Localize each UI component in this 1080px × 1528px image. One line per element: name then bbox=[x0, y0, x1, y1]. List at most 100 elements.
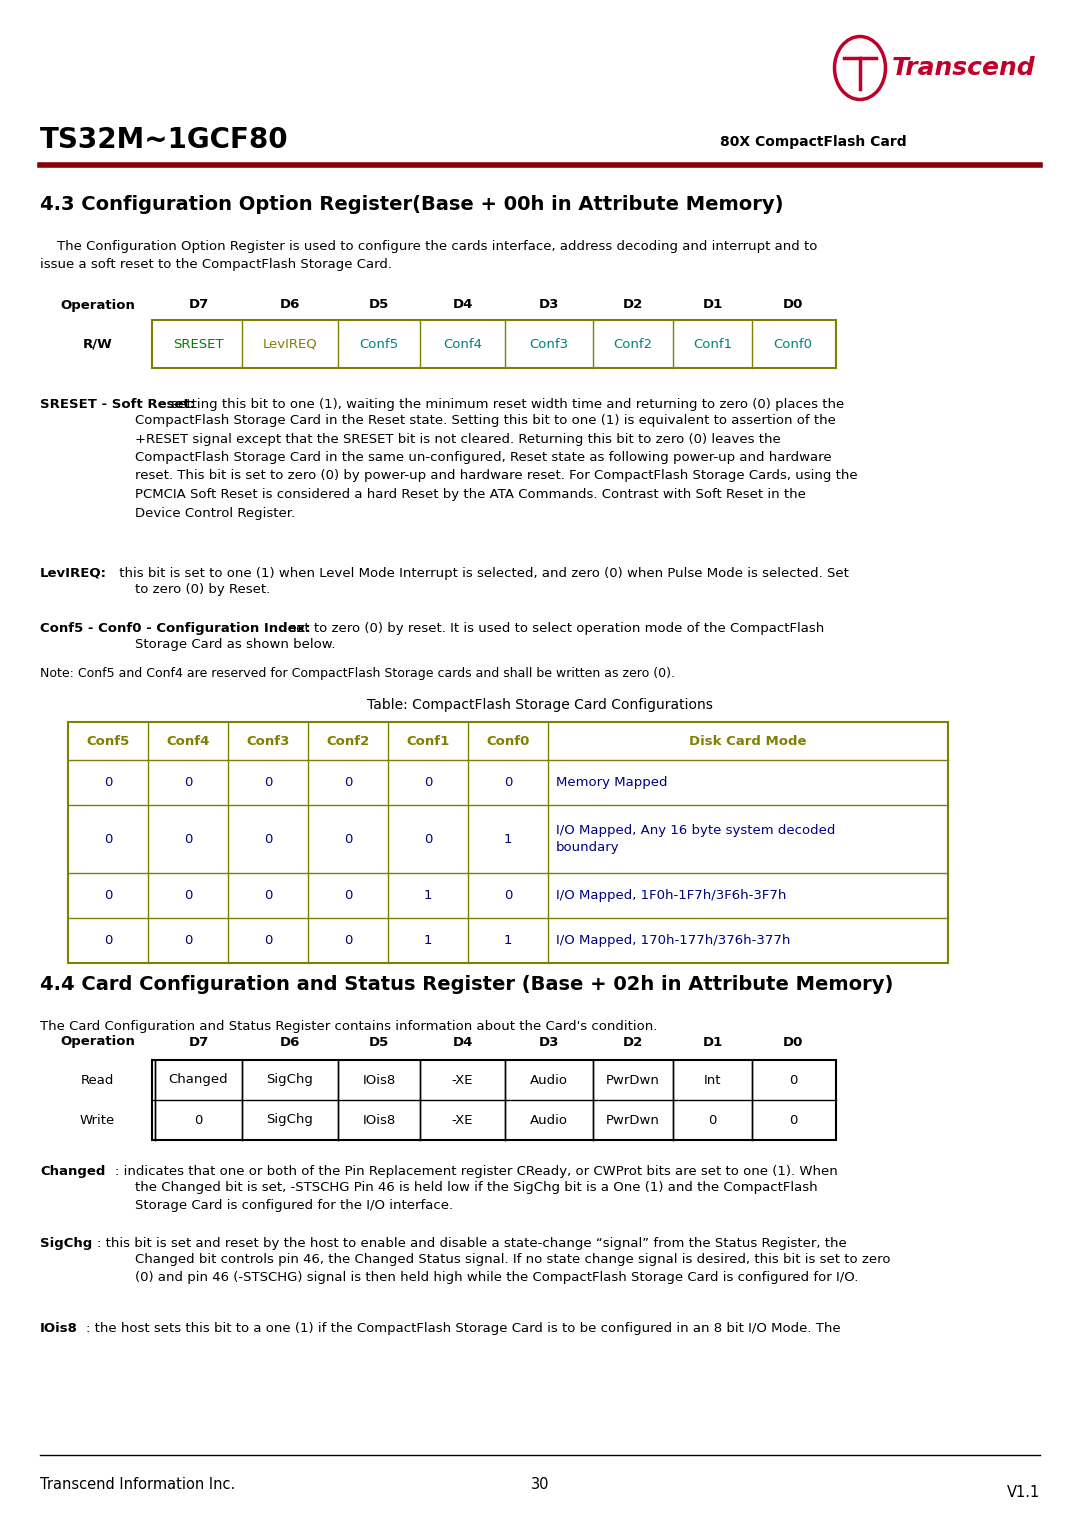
Text: CompactFlash Storage Card in the Reset state. Setting this bit to one (1) is equ: CompactFlash Storage Card in the Reset s… bbox=[135, 414, 858, 520]
Text: Conf2: Conf2 bbox=[613, 338, 652, 350]
Text: SigChg: SigChg bbox=[267, 1074, 313, 1086]
Text: LevIREQ: LevIREQ bbox=[262, 338, 318, 350]
Bar bbox=[68, 723, 948, 963]
Text: SRESET: SRESET bbox=[173, 338, 224, 350]
Text: D4: D4 bbox=[453, 298, 473, 312]
Text: The Card Configuration and Status Register contains information about the Card's: The Card Configuration and Status Regist… bbox=[40, 1021, 658, 1033]
Text: Operation: Operation bbox=[60, 298, 135, 312]
Text: Conf3: Conf3 bbox=[529, 338, 568, 350]
Text: D3: D3 bbox=[539, 1036, 559, 1048]
Text: 0: 0 bbox=[343, 776, 352, 788]
Text: Conf5 - Conf0 - Configuration Index:: Conf5 - Conf0 - Configuration Index: bbox=[40, 622, 311, 636]
Text: D3: D3 bbox=[539, 298, 559, 312]
Text: Conf5: Conf5 bbox=[86, 735, 130, 747]
Text: Conf1: Conf1 bbox=[406, 735, 449, 747]
Text: Conf0: Conf0 bbox=[773, 338, 812, 350]
Text: SRESET - Soft Reset:: SRESET - Soft Reset: bbox=[40, 397, 195, 411]
Text: : the host sets this bit to a one (1) if the CompactFlash Storage Card is to be : : the host sets this bit to a one (1) if… bbox=[86, 1322, 840, 1335]
Text: Audio: Audio bbox=[530, 1114, 568, 1126]
Text: IOis8: IOis8 bbox=[363, 1114, 395, 1126]
Text: Transcend Information Inc.: Transcend Information Inc. bbox=[40, 1478, 235, 1491]
Text: PwrDwn: PwrDwn bbox=[606, 1114, 660, 1126]
Text: Write: Write bbox=[80, 1114, 116, 1126]
Text: 4.4 Card Configuration and Status Register (Base + 02h in Attribute Memory): 4.4 Card Configuration and Status Regist… bbox=[40, 975, 893, 995]
Text: D1: D1 bbox=[702, 298, 723, 312]
Text: 0: 0 bbox=[104, 776, 112, 788]
Text: D2: D2 bbox=[623, 298, 643, 312]
Text: issue a soft reset to the CompactFlash Storage Card.: issue a soft reset to the CompactFlash S… bbox=[40, 258, 392, 270]
Text: D4: D4 bbox=[453, 1036, 473, 1048]
Text: Read: Read bbox=[81, 1074, 114, 1086]
Bar bbox=[152, 1060, 836, 1140]
Text: 0: 0 bbox=[343, 934, 352, 947]
Text: 0: 0 bbox=[104, 889, 112, 902]
Text: SigChg: SigChg bbox=[267, 1114, 313, 1126]
Text: 1: 1 bbox=[503, 934, 512, 947]
Text: Disk Card Mode: Disk Card Mode bbox=[689, 735, 807, 747]
Text: I/O Mapped, 1F0h-1F7h/3F6h-3F7h: I/O Mapped, 1F0h-1F7h/3F6h-3F7h bbox=[556, 889, 786, 902]
Text: Int: Int bbox=[704, 1074, 721, 1086]
Text: Changed bit controls pin 46, the Changed Status signal. If no state change signa: Changed bit controls pin 46, the Changed… bbox=[135, 1253, 891, 1285]
Text: Changed: Changed bbox=[40, 1164, 106, 1178]
Text: -XE: -XE bbox=[451, 1114, 473, 1126]
Text: 0: 0 bbox=[788, 1114, 797, 1126]
Text: Storage Card as shown below.: Storage Card as shown below. bbox=[135, 639, 336, 651]
Text: Audio: Audio bbox=[530, 1074, 568, 1086]
Text: D6: D6 bbox=[280, 298, 300, 312]
Text: 0: 0 bbox=[184, 934, 192, 947]
Text: 4.3 Configuration Option Register(Base + 00h in Attribute Memory): 4.3 Configuration Option Register(Base +… bbox=[40, 196, 783, 214]
Text: SigChg: SigChg bbox=[40, 1238, 92, 1250]
Text: -XE: -XE bbox=[451, 1074, 473, 1086]
Text: Conf5: Conf5 bbox=[360, 338, 399, 350]
Bar bbox=[152, 319, 836, 368]
Text: D7: D7 bbox=[188, 1036, 208, 1048]
Text: D0: D0 bbox=[783, 298, 804, 312]
Text: 1: 1 bbox=[503, 833, 512, 845]
Text: Conf2: Conf2 bbox=[326, 735, 369, 747]
Text: : indicates that one or both of the Pin Replacement register CReady, or CWProt b: : indicates that one or both of the Pin … bbox=[114, 1164, 838, 1178]
Text: 80X CompactFlash Card: 80X CompactFlash Card bbox=[720, 134, 906, 150]
Text: IOis8: IOis8 bbox=[40, 1322, 78, 1335]
Text: 30: 30 bbox=[530, 1478, 550, 1491]
Text: 0: 0 bbox=[264, 833, 272, 845]
Text: 0: 0 bbox=[104, 934, 112, 947]
Text: 0: 0 bbox=[104, 833, 112, 845]
Text: 0: 0 bbox=[184, 776, 192, 788]
Text: 1: 1 bbox=[423, 934, 432, 947]
Text: V1.1: V1.1 bbox=[1007, 1485, 1040, 1500]
Ellipse shape bbox=[835, 37, 886, 99]
Text: 1: 1 bbox=[423, 889, 432, 902]
Text: 0: 0 bbox=[184, 889, 192, 902]
Text: 0: 0 bbox=[503, 776, 512, 788]
Text: 0: 0 bbox=[423, 776, 432, 788]
Text: to zero (0) by Reset.: to zero (0) by Reset. bbox=[135, 584, 270, 596]
Text: 0: 0 bbox=[264, 934, 272, 947]
Text: 0: 0 bbox=[343, 889, 352, 902]
Text: 0: 0 bbox=[184, 833, 192, 845]
Text: Operation: Operation bbox=[60, 1036, 135, 1048]
Text: D5: D5 bbox=[369, 298, 389, 312]
Text: 0: 0 bbox=[264, 889, 272, 902]
Text: I/O Mapped, 170h-177h/376h-377h: I/O Mapped, 170h-177h/376h-377h bbox=[556, 934, 791, 947]
Text: I/O Mapped, Any 16 byte system decoded
boundary: I/O Mapped, Any 16 byte system decoded b… bbox=[556, 824, 835, 854]
Text: set to zero (0) by reset. It is used to select operation mode of the CompactFlas: set to zero (0) by reset. It is used to … bbox=[285, 622, 824, 636]
Text: LevIREQ:: LevIREQ: bbox=[40, 567, 107, 581]
Text: 0: 0 bbox=[264, 776, 272, 788]
Text: D1: D1 bbox=[702, 1036, 723, 1048]
Text: TS32M~1GCF80: TS32M~1GCF80 bbox=[40, 125, 288, 154]
Text: 0: 0 bbox=[708, 1114, 717, 1126]
Text: IOis8: IOis8 bbox=[363, 1074, 395, 1086]
Text: 0: 0 bbox=[194, 1114, 203, 1126]
Text: : this bit is set and reset by the host to enable and disable a state-change “si: : this bit is set and reset by the host … bbox=[97, 1238, 847, 1250]
Text: 0: 0 bbox=[503, 889, 512, 902]
Text: setting this bit to one (1), waiting the minimum reset width time and returning : setting this bit to one (1), waiting the… bbox=[167, 397, 845, 411]
Text: R/W: R/W bbox=[83, 338, 112, 350]
Text: Conf0: Conf0 bbox=[486, 735, 529, 747]
Text: D0: D0 bbox=[783, 1036, 804, 1048]
Text: Conf4: Conf4 bbox=[443, 338, 482, 350]
Text: D6: D6 bbox=[280, 1036, 300, 1048]
Text: Note: Conf5 and Conf4 are reserved for CompactFlash Storage cards and shall be w: Note: Conf5 and Conf4 are reserved for C… bbox=[40, 668, 675, 680]
Text: D2: D2 bbox=[623, 1036, 643, 1048]
Text: Conf4: Conf4 bbox=[166, 735, 210, 747]
Text: 0: 0 bbox=[423, 833, 432, 845]
